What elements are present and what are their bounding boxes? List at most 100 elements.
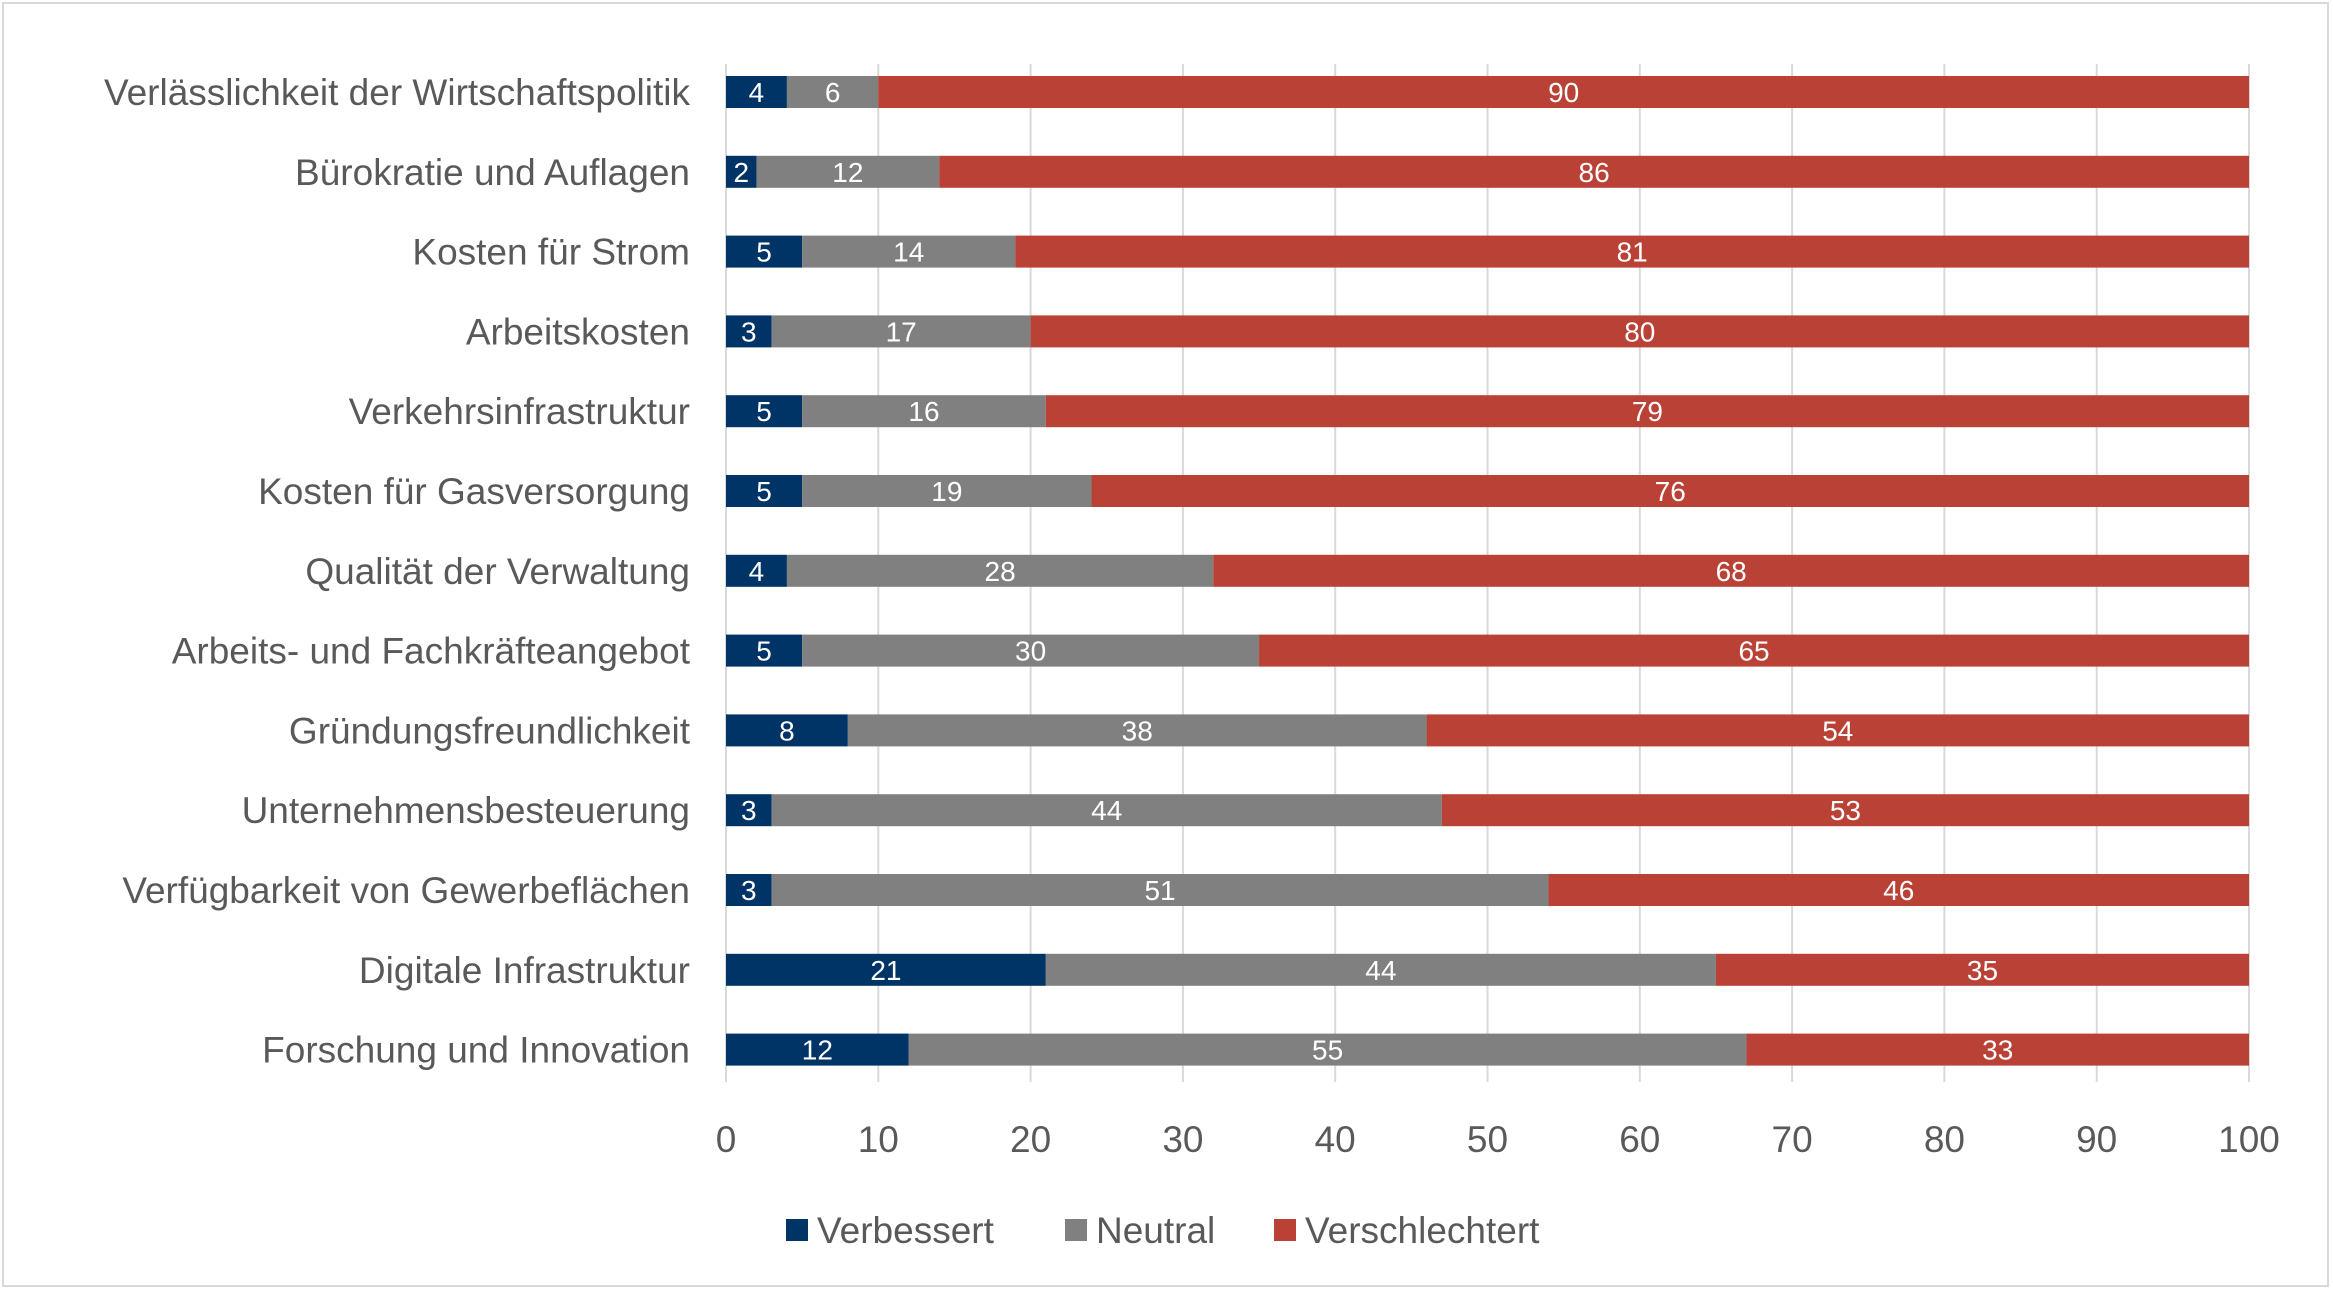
x-axis-tick-labels: 0 10 20 30 40 50 60 70 80 90 100 bbox=[716, 1119, 2280, 1160]
legend-label-neutral: Neutral bbox=[1096, 1210, 1215, 1251]
category-label-12: Forschung und Innovation bbox=[262, 1030, 690, 1071]
bar-label-neutral-9: 44 bbox=[1091, 795, 1122, 826]
x-tick-label-40: 40 bbox=[1315, 1119, 1356, 1160]
category-label-8: Gründungsfreundlichkeit bbox=[289, 710, 691, 751]
bar-label-neutral-5: 19 bbox=[931, 476, 962, 507]
legend-label-verschlechtert: Verschlechtert bbox=[1305, 1210, 1540, 1251]
bar-label-neutral-6: 28 bbox=[985, 556, 1016, 587]
legend-label-verbessert: Verbessert bbox=[817, 1210, 995, 1251]
bar-verbessert-6 bbox=[726, 554, 787, 587]
x-tick-label-10: 10 bbox=[858, 1119, 899, 1160]
bar-neutral-3 bbox=[771, 315, 1031, 348]
bar-verschlechtert-12 bbox=[1746, 1033, 2249, 1066]
category-label-4: Verkehrsinfrastruktur bbox=[349, 391, 690, 432]
bar-label-neutral-12: 55 bbox=[1312, 1035, 1343, 1066]
category-label-11: Digitale Infrastruktur bbox=[359, 950, 690, 991]
x-tick-label-30: 30 bbox=[1162, 1119, 1203, 1160]
bar-neutral-1 bbox=[756, 155, 940, 188]
bar-verschlechtert-1 bbox=[939, 155, 2249, 188]
bar-neutral-0 bbox=[786, 76, 879, 108]
bar-verbessert-2 bbox=[726, 235, 803, 268]
bar-neutral-5 bbox=[802, 475, 1092, 507]
category-label-7: Arbeits- und Fachkräfteangebot bbox=[172, 631, 691, 672]
bar-label-verschlechtert-4: 79 bbox=[1632, 396, 1663, 427]
legend: Verbessert Neutral Verschlechtert bbox=[786, 1210, 1540, 1251]
bar-verbessert-4 bbox=[726, 395, 803, 428]
bar-neutral-11 bbox=[1045, 953, 1716, 986]
category-label-5: Kosten für Gasversorgung bbox=[258, 471, 690, 512]
bar-label-verbessert-1: 2 bbox=[733, 157, 749, 188]
bar-neutral-4 bbox=[802, 395, 1046, 428]
bar-label-neutral-10: 51 bbox=[1144, 875, 1175, 906]
bar-label-verbessert-2: 5 bbox=[756, 237, 772, 268]
bar-neutral-12 bbox=[908, 1033, 1747, 1066]
bar-verbessert-11 bbox=[726, 953, 1046, 986]
bar-label-verbessert-3: 3 bbox=[741, 316, 757, 347]
bar-verbessert-1 bbox=[726, 155, 757, 188]
category-label-2: Kosten für Strom bbox=[412, 232, 690, 273]
bar-label-verbessert-11: 21 bbox=[870, 955, 901, 986]
x-tick-label-0: 0 bbox=[716, 1119, 737, 1160]
bar-label-verbessert-4: 5 bbox=[756, 396, 772, 427]
bar-neutral-7 bbox=[802, 634, 1260, 667]
bar-label-verschlechtert-1: 86 bbox=[1579, 157, 1610, 188]
x-tick-label-20: 20 bbox=[1010, 1119, 1051, 1160]
bar-verschlechtert-6 bbox=[1213, 554, 2249, 587]
bar-label-neutral-11: 44 bbox=[1365, 955, 1396, 986]
bar-verschlechtert-9 bbox=[1441, 794, 2249, 827]
bar-neutral-8 bbox=[847, 714, 1427, 747]
bar-label-verbessert-9: 3 bbox=[741, 795, 757, 826]
bar-verbessert-9 bbox=[726, 794, 772, 827]
bar-neutral-6 bbox=[786, 554, 1214, 587]
bar-label-neutral-4: 16 bbox=[908, 396, 939, 427]
legend-swatch-verbessert bbox=[786, 1219, 808, 1241]
legend-swatch-verschlechtert bbox=[1274, 1219, 1296, 1241]
bar-neutral-2 bbox=[802, 235, 1016, 268]
bar-label-neutral-7: 30 bbox=[1015, 636, 1046, 667]
bar-label-verbessert-6: 4 bbox=[749, 556, 765, 587]
bar-value-labels: 4 6 902 12 865 14 813 17 805 16 795 19 764 28 685 30 658… bbox=[733, 77, 2013, 1066]
bar-verschlechtert-2 bbox=[1015, 235, 2249, 268]
bar-verschlechtert-3 bbox=[1030, 315, 2249, 348]
bar-label-neutral-1: 12 bbox=[832, 157, 863, 188]
bar-label-verbessert-7: 5 bbox=[756, 636, 772, 667]
legend-swatch-neutral bbox=[1065, 1219, 1087, 1241]
bar-label-verschlechtert-3: 80 bbox=[1624, 316, 1655, 347]
bar-verbessert-7 bbox=[726, 634, 803, 667]
bar-label-neutral-3: 17 bbox=[886, 316, 917, 347]
x-tick-label-70: 70 bbox=[1772, 1119, 1813, 1160]
bar-label-verschlechtert-2: 81 bbox=[1617, 237, 1648, 268]
bar-label-verbessert-10: 3 bbox=[741, 875, 757, 906]
category-label-3: Arbeitskosten bbox=[466, 311, 690, 352]
bar-label-verschlechtert-7: 65 bbox=[1738, 636, 1769, 667]
bar-label-neutral-2: 14 bbox=[893, 237, 924, 268]
category-label-6: Qualität der Verwaltung bbox=[305, 551, 690, 592]
category-label-9: Unternehmensbesteuerung bbox=[242, 790, 690, 831]
bar-verbessert-0 bbox=[726, 76, 787, 108]
bar-label-verbessert-8: 8 bbox=[779, 715, 795, 746]
x-tick-label-60: 60 bbox=[1619, 1119, 1660, 1160]
x-tick-label-80: 80 bbox=[1924, 1119, 1965, 1160]
bar-label-verschlechtert-12: 33 bbox=[1982, 1035, 2013, 1066]
bar-verschlechtert-5 bbox=[1091, 475, 2249, 507]
bar-verbessert-10 bbox=[726, 874, 772, 906]
bar-label-verschlechtert-0: 90 bbox=[1548, 77, 1579, 108]
bar-verschlechtert-8 bbox=[1426, 714, 2249, 747]
bar-label-verschlechtert-5: 76 bbox=[1655, 476, 1686, 507]
bar-verschlechtert-10 bbox=[1548, 874, 2249, 906]
bar-label-verbessert-0: 4 bbox=[749, 77, 765, 108]
bar-label-verschlechtert-11: 35 bbox=[1967, 955, 1998, 986]
bar-label-verschlechtert-8: 54 bbox=[1822, 715, 1853, 746]
bar-label-verschlechtert-10: 46 bbox=[1883, 875, 1914, 906]
x-tick-label-90: 90 bbox=[2076, 1119, 2117, 1160]
bar-label-verschlechtert-6: 68 bbox=[1716, 556, 1747, 587]
bar-label-neutral-0: 6 bbox=[825, 77, 841, 108]
bar-verschlechtert-7 bbox=[1259, 634, 2249, 667]
bar-verbessert-12 bbox=[726, 1033, 909, 1066]
x-tick-label-50: 50 bbox=[1467, 1119, 1508, 1160]
category-label-10: Verfügbarkeit von Gewerbeflächen bbox=[122, 870, 690, 911]
bar-neutral-9 bbox=[771, 794, 1442, 827]
bar-verschlechtert-11 bbox=[1715, 953, 2249, 986]
bar-label-verbessert-5: 5 bbox=[756, 476, 772, 507]
